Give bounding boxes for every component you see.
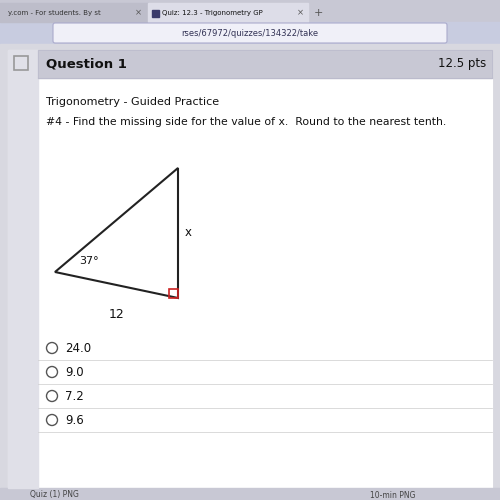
Text: 24.0: 24.0 [65, 342, 91, 354]
Bar [0, 488, 500, 500]
Text: Quiz (1) PNG: Quiz (1) PNG [30, 490, 79, 500]
Text: 12.5 pts: 12.5 pts [438, 58, 486, 70]
Text: 9.6: 9.6 [65, 414, 84, 426]
Bar [8, 50, 492, 488]
Text: #4 - Find the missing side for the value of x.  Round to the nearest tenth.: #4 - Find the missing side for the value… [46, 117, 446, 127]
Text: rses/67972/quizzes/134322/take: rses/67972/quizzes/134322/take [182, 28, 318, 38]
Text: ×: × [296, 8, 304, 18]
Bar [0, 44, 500, 490]
Bar [0, 22, 500, 44]
Text: 10-min PNG: 10-min PNG [370, 490, 416, 500]
Bar [152, 10, 159, 17]
Text: 37°: 37° [79, 256, 98, 266]
Bar [169, 289, 178, 298]
Text: y.com - For students. By st: y.com - For students. By st [8, 10, 101, 16]
Bar [38, 50, 492, 78]
Bar [14, 56, 28, 70]
Text: ×: × [134, 8, 141, 18]
FancyBboxPatch shape [53, 23, 447, 43]
Bar [0, 0, 500, 22]
Text: 7.2: 7.2 [65, 390, 84, 402]
Text: Question 1: Question 1 [46, 58, 127, 70]
Text: Trigonometry - Guided Practice: Trigonometry - Guided Practice [46, 97, 219, 107]
Text: 12: 12 [108, 308, 124, 322]
Bar [148, 3, 308, 22]
Bar [38, 50, 492, 78]
Text: +: + [314, 8, 322, 18]
Text: Quiz: 12.3 - Trigonometry GP: Quiz: 12.3 - Trigonometry GP [162, 10, 263, 16]
Text: 9.0: 9.0 [65, 366, 84, 378]
Bar [8, 50, 38, 488]
Bar [0, 3, 148, 22]
Text: x: x [185, 226, 192, 239]
